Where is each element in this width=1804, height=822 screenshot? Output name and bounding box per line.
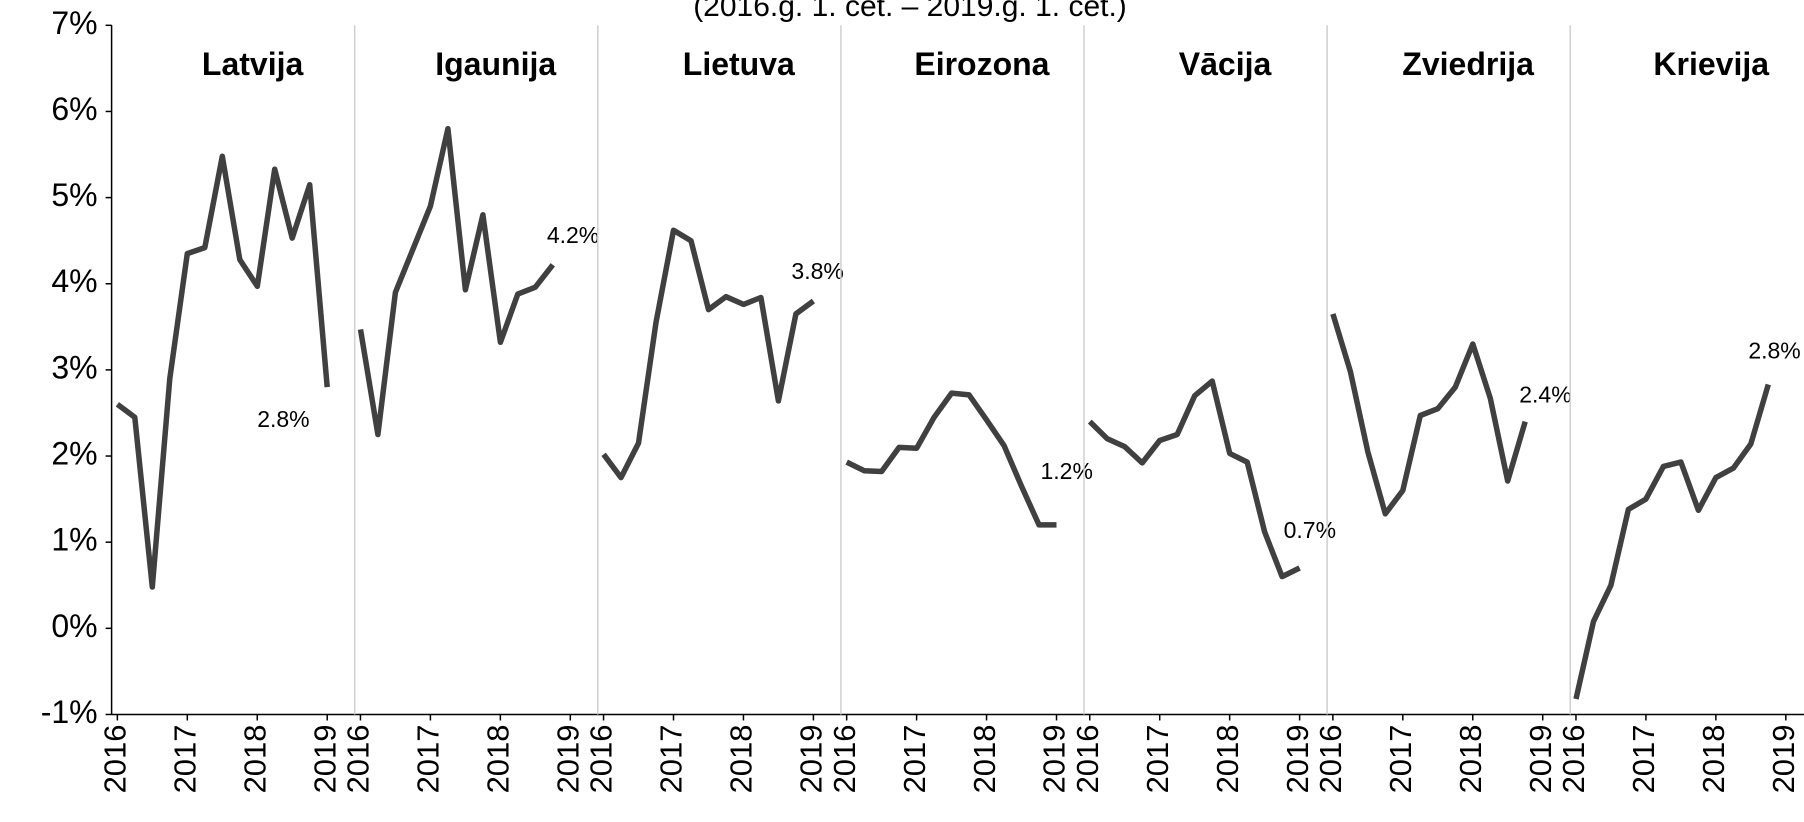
- series-line: [357, 125, 555, 438]
- y-tick-label: 6%: [51, 91, 97, 127]
- data-label: 4.2%: [547, 222, 599, 248]
- panel-title: Eirozona: [914, 46, 1049, 82]
- x-tick-label: 2016: [584, 724, 619, 793]
- x-tick-label: 2016: [827, 724, 862, 793]
- x-tick-label: 2019: [1037, 724, 1072, 793]
- x-tick-label: 2016: [1313, 724, 1348, 793]
- x-tick-label: 2017: [654, 724, 689, 793]
- y-tick-label: 4%: [51, 263, 97, 299]
- y-tick-label: 3%: [51, 349, 97, 385]
- x-tick-label: 2018: [967, 724, 1002, 793]
- panel-title: Krievija: [1653, 46, 1769, 82]
- x-tick-label: 2017: [167, 724, 202, 793]
- y-tick-label: -1%: [41, 694, 98, 730]
- x-tick-label: 2019: [1766, 724, 1801, 793]
- y-tick-label: 0%: [51, 608, 97, 644]
- series-line: [115, 153, 330, 590]
- y-tick-label: 7%: [51, 5, 97, 41]
- y-tick-label: 5%: [51, 177, 97, 213]
- x-tick-label: 2018: [1696, 724, 1731, 793]
- chart-subtitle: (2016.g. 1. cet. – 2019.g. 1. cet.): [693, 0, 1127, 23]
- y-tick-label: 2%: [51, 435, 97, 471]
- x-tick-label: 2017: [1140, 724, 1175, 793]
- series-line: [1330, 313, 1528, 517]
- series-line: [1087, 378, 1301, 580]
- series-line: [1573, 383, 1771, 700]
- data-label: 1.2%: [1041, 458, 1093, 484]
- x-tick-label: 2019: [1523, 724, 1558, 793]
- series-line: [601, 227, 816, 481]
- x-tick-label: 2019: [794, 724, 829, 793]
- panel-title: Igaunija: [435, 46, 556, 82]
- x-tick-label: 2016: [1556, 724, 1591, 793]
- x-tick-label: 2016: [1070, 724, 1105, 793]
- panel-title: Vācija: [1179, 46, 1272, 82]
- x-tick-label: 2016: [98, 724, 133, 793]
- x-tick-label: 2016: [341, 724, 376, 793]
- x-tick-label: 2017: [411, 724, 446, 793]
- x-tick-label: 2017: [1383, 724, 1418, 793]
- x-tick-label: 2018: [1453, 724, 1488, 793]
- data-label: 3.8%: [791, 258, 843, 284]
- panel-title: Zviedrija: [1402, 46, 1534, 82]
- x-tick-label: 2019: [550, 724, 585, 793]
- x-tick-label: 2018: [237, 724, 272, 793]
- data-label: 2.8%: [257, 406, 309, 432]
- x-tick-label: 2017: [897, 724, 932, 793]
- data-label: 2.4%: [1519, 382, 1571, 408]
- x-tick-label: 2019: [1280, 724, 1315, 793]
- panel-title: Latvija: [202, 46, 304, 82]
- y-tick-label: 1%: [51, 522, 97, 558]
- panel-title: Lietuva: [683, 46, 795, 82]
- series-line: [845, 390, 1057, 528]
- x-tick-label: 2019: [307, 724, 342, 793]
- x-tick-label: 2017: [1626, 724, 1661, 793]
- data-label: 0.7%: [1284, 517, 1336, 543]
- x-tick-label: 2018: [724, 724, 759, 793]
- x-tick-label: 2018: [1210, 724, 1245, 793]
- data-label: 2.8%: [1748, 338, 1800, 364]
- x-tick-label: 2018: [481, 724, 516, 793]
